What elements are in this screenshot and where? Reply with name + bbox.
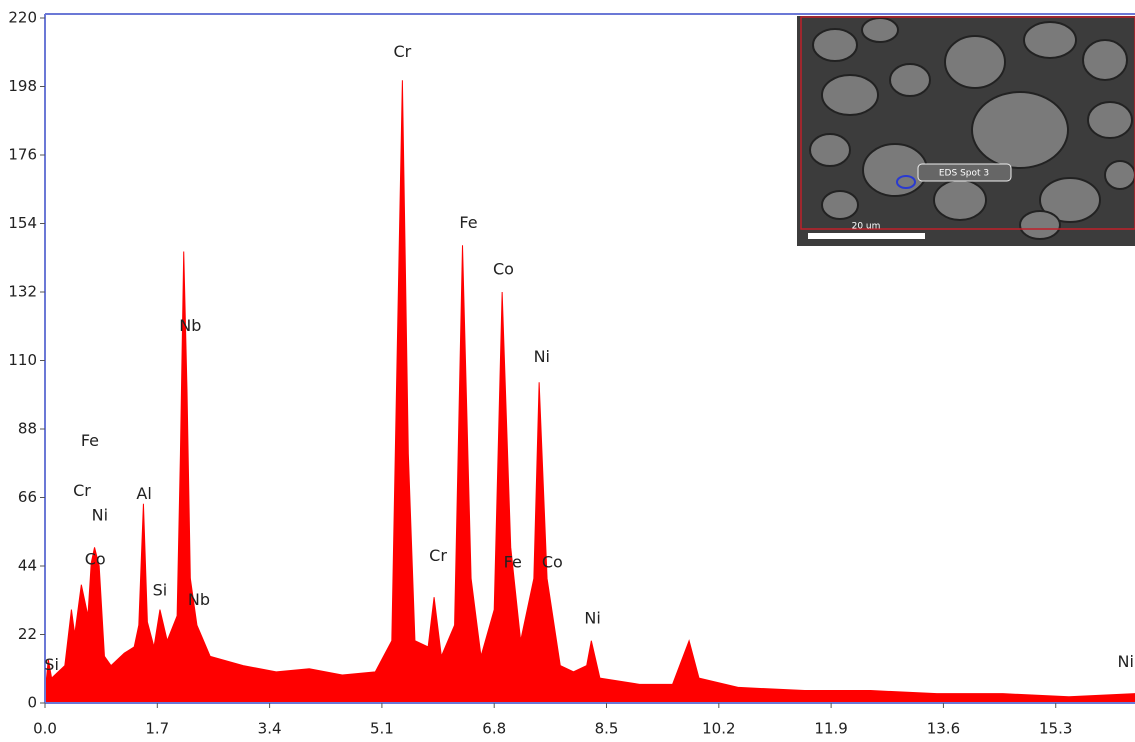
y-tick-label: 22 bbox=[18, 625, 37, 643]
peak-label: Nb bbox=[188, 590, 210, 609]
peak-label: Ni bbox=[534, 347, 550, 366]
x-tick-label: 1.7 bbox=[145, 720, 169, 738]
peak-label: Co bbox=[493, 260, 514, 279]
x-tick-label: 0.0 bbox=[33, 720, 57, 738]
y-tick-label: 198 bbox=[8, 77, 37, 95]
peak-label: Fe bbox=[81, 431, 99, 450]
peak-label: Ni bbox=[92, 506, 108, 525]
scale-label: 20 um bbox=[852, 222, 881, 232]
spot-label: EDS Spot 3 bbox=[939, 169, 989, 179]
peak-label: Cr bbox=[394, 42, 412, 61]
y-tick-label: 132 bbox=[8, 283, 37, 301]
x-tick-label: 11.9 bbox=[814, 720, 847, 738]
x-tick-label: 15.3 bbox=[1039, 720, 1072, 738]
spot-label-box bbox=[917, 163, 1012, 182]
peak-label: Al bbox=[136, 484, 151, 503]
x-tick-label: 6.8 bbox=[482, 720, 506, 738]
x-tick-label: 3.4 bbox=[258, 720, 282, 738]
peak-label: Cr bbox=[429, 546, 447, 565]
y-tick-label: 220 bbox=[8, 9, 37, 27]
x-tick-label: 10.2 bbox=[702, 720, 735, 738]
x-tick-label: 5.1 bbox=[370, 720, 394, 738]
y-tick-label: 66 bbox=[18, 488, 37, 506]
sem-frame bbox=[800, 16, 1135, 230]
y-tick-label: 44 bbox=[18, 557, 37, 575]
y-tick-label: 176 bbox=[8, 146, 37, 164]
sem-inset: EDS Spot 3 20 um bbox=[797, 16, 1135, 246]
y-tick-label: 88 bbox=[18, 420, 37, 438]
y-tick-label: 154 bbox=[8, 214, 37, 232]
peak-label: Si bbox=[44, 655, 59, 674]
scale-bar bbox=[808, 233, 925, 239]
peak-label: Si bbox=[153, 580, 168, 599]
spectrum bbox=[44, 80, 1135, 704]
spot-marker bbox=[896, 175, 916, 189]
y-tick-label: 110 bbox=[8, 351, 37, 369]
peak-label: Co bbox=[85, 549, 106, 568]
y-tick-label: 0 bbox=[27, 694, 37, 712]
peak-label: Fe bbox=[504, 552, 522, 571]
peak-label: Cr bbox=[73, 481, 91, 500]
peak-label: Ni bbox=[1118, 652, 1134, 671]
peak-label: Nb bbox=[179, 316, 201, 335]
peak-label: Fe bbox=[459, 213, 477, 232]
peak-label: Co bbox=[542, 552, 563, 571]
peak-label: Ni bbox=[584, 608, 600, 627]
x-tick-label: 8.5 bbox=[595, 720, 619, 738]
x-tick-label: 13.6 bbox=[927, 720, 960, 738]
